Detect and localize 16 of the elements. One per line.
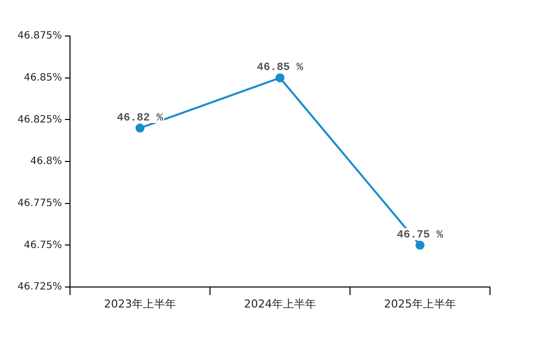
point	[416, 240, 424, 250]
y-tick-label: 46.8%	[30, 156, 62, 168]
y-tick-label: 46.75%	[24, 240, 62, 251]
x-tick-label: 2023年上半年	[104, 297, 176, 310]
x-tick-label: 2024年上半年	[244, 297, 316, 310]
y-tick-label: 46.775%	[18, 198, 62, 209]
point	[136, 124, 144, 133]
x-tick-label: 2025年上半年	[384, 297, 456, 310]
y-tick-label: 46.825%	[18, 114, 62, 126]
data-label: 46.75 %	[396, 229, 444, 242]
data-label: 46.82 %	[116, 112, 164, 124]
y-tick-label: 46.875%	[18, 30, 62, 42]
y-tick-label: 46.85%	[24, 72, 62, 84]
data-label: 46.85 %	[256, 62, 304, 74]
point	[276, 73, 284, 82]
y-tick-label: 46.725%	[18, 282, 62, 293]
